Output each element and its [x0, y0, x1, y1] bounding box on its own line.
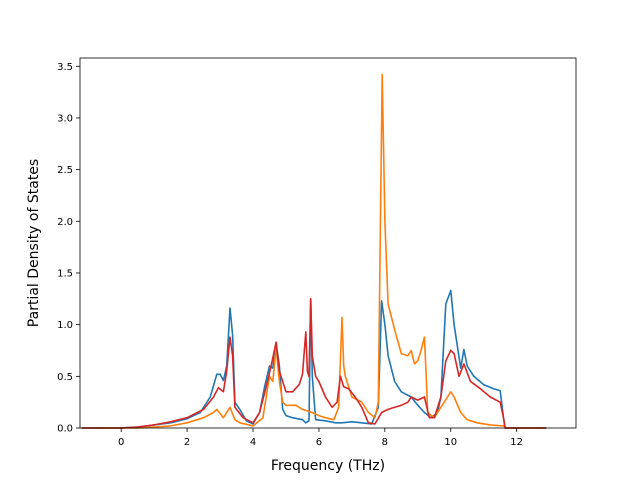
x-tick-label: 10	[444, 437, 457, 448]
y-tick-label: 3.5	[57, 62, 73, 73]
x-axis-label: Frequency (THz)	[271, 458, 385, 474]
series-line-2	[81, 73, 547, 429]
y-tick-label: 2.0	[57, 217, 73, 228]
x-tick-label: 8	[382, 437, 388, 448]
y-tick-label: 3.0	[57, 113, 73, 124]
x-tick-label: 12	[510, 437, 523, 448]
x-tick-label: 6	[316, 437, 322, 448]
series-layer	[81, 73, 547, 429]
y-tick-label: 1.0	[57, 320, 73, 331]
plot-frame	[79, 57, 577, 429]
x-tick-label: 4	[250, 437, 256, 448]
y-tick-label: 0.0	[57, 424, 73, 435]
x-axis-ticks: 0 2 4 6 8 10 12	[118, 428, 523, 448]
y-axis-ticks: 0.0 0.5 1.0 1.5 2.0 2.5 3.0 3.5	[57, 62, 80, 435]
x-tick-label: 0	[118, 437, 124, 448]
x-tick-label: 2	[184, 437, 190, 448]
y-axis-label: Partial Density of States	[26, 159, 42, 327]
y-tick-label: 1.5	[57, 268, 73, 279]
series-line-3	[81, 297, 547, 429]
y-tick-label: 0.5	[57, 372, 73, 383]
series-line-1	[81, 289, 547, 429]
y-tick-label: 2.5	[57, 165, 73, 176]
